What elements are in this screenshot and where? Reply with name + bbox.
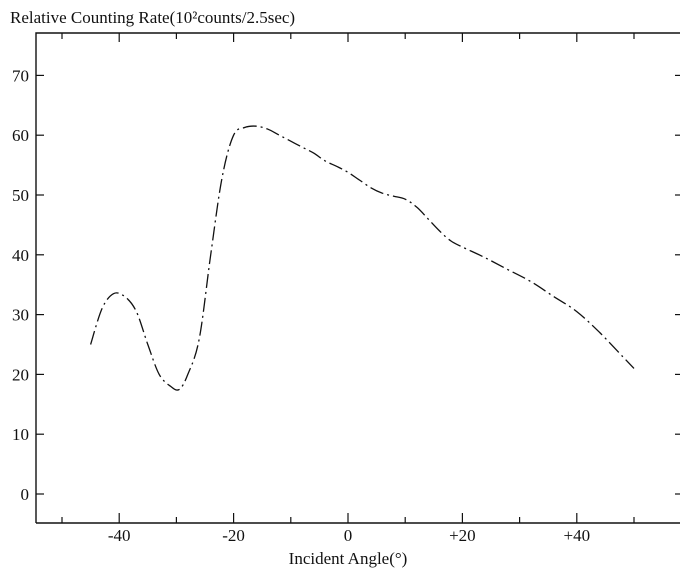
x-axis-label: Incident Angle(°)	[289, 549, 408, 568]
y-tick-label: 60	[12, 126, 29, 145]
y-tick-label: 30	[12, 306, 29, 325]
plot-frame	[35, 32, 680, 524]
x-tick-label: -20	[222, 526, 245, 545]
x-tick-labels: -40 -20 0 +20 +40	[108, 526, 590, 545]
y-tick-label: 40	[12, 246, 29, 265]
x-tick-label: +40	[564, 526, 591, 545]
x-tick-label: -40	[108, 526, 131, 545]
y-tick-label: 50	[12, 186, 29, 205]
series-line	[89, 125, 635, 391]
x-tick-label: +20	[449, 526, 476, 545]
y-tick-label: 0	[21, 485, 30, 504]
y-axis-label: Relative Counting Rate(10²counts/2.5sec)	[10, 8, 295, 27]
y-tick-label: 70	[12, 66, 29, 85]
x-tick-label: 0	[344, 526, 353, 545]
tick-marks	[36, 33, 680, 523]
y-tick-label: 20	[12, 365, 29, 384]
y-tick-labels: 0 10 20 30 40 50 60 70	[12, 66, 29, 504]
y-tick-label: 10	[12, 425, 29, 444]
